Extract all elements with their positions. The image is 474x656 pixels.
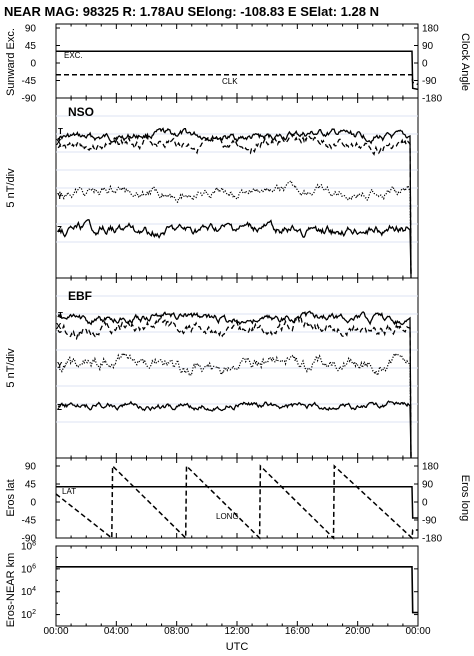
y-tick-label-right: 0: [422, 498, 428, 509]
y-tick-label-right: 180: [422, 462, 439, 473]
long-series-label: LONG: [216, 512, 239, 521]
x-tick-label-1: 04:00: [104, 626, 129, 637]
nso-label-y: Y: [57, 192, 63, 201]
nso-label-x: X: [56, 138, 62, 147]
y-tick-label: 90: [25, 24, 37, 35]
distance-line-0: [56, 566, 418, 614]
x-axis-label: UTC: [226, 641, 249, 653]
y-tick-label-right: 0: [422, 59, 428, 70]
eros-lat-ylabel: Eros lat: [5, 479, 17, 516]
y-tick-label: 0: [30, 498, 36, 509]
lat-series-label: LAT: [62, 487, 76, 496]
ebf-panel-label: EBF: [68, 289, 92, 303]
x-tick-label-3: 12:00: [224, 626, 249, 637]
series-line-3-1: [55, 464, 418, 540]
panel-frame-eros-lat: [55, 457, 419, 539]
mag-trace-2-0: [57, 310, 412, 459]
y-tick-label: -45: [22, 76, 37, 87]
nso-label-z: Z: [57, 225, 62, 234]
y-tick-label: -45: [22, 516, 37, 527]
x-tick-label-4: 16:00: [285, 626, 310, 637]
clk-series-label: CLK: [222, 77, 238, 86]
plot-title: NEAR MAG: 98325 R: 1.78AU SElong: -108.8…: [4, 4, 379, 19]
ebf-label-z: Z: [57, 403, 62, 412]
y-tick-label-right: -90: [422, 76, 437, 87]
x-tick-label-6: 00:00: [405, 626, 430, 637]
y-tick-label-right: -180: [422, 534, 442, 545]
y-tick-label-right: 180: [422, 24, 439, 35]
y-tick-label: 0: [30, 59, 36, 70]
y-tick-label: 90: [25, 462, 37, 473]
exc-ylabel-right: Clock Angle: [459, 33, 471, 91]
series-line-0-0: [56, 50, 419, 91]
mag-trace-1-0: [57, 127, 412, 279]
nso-panel-label: NSO: [68, 105, 94, 119]
ebf-label-y: Y: [57, 361, 63, 370]
mag-trace-1-1: [57, 133, 412, 275]
y-tick-label-right: 90: [422, 480, 434, 491]
mag-trace-1-2: [57, 180, 412, 273]
y-tick-label: 45: [25, 480, 37, 491]
mag-trace-1-3: [57, 219, 412, 275]
y-tick-label: 102: [21, 609, 36, 621]
nso-label-t: T: [58, 127, 63, 136]
ebf-ylabel: 5 nT/div: [5, 348, 17, 388]
panel-frame-exc: [55, 23, 419, 99]
ebf-label-x: X: [56, 322, 62, 331]
exc-series-label: EXC.: [64, 51, 83, 60]
x-tick-label-5: 20:00: [345, 626, 370, 637]
eros-long-ylabel: Eros long: [459, 475, 471, 521]
y-tick-label: 106: [21, 563, 36, 575]
y-tick-label: -90: [22, 534, 37, 545]
x-tick-label-0: 00:00: [43, 626, 68, 637]
y-tick-label: -90: [22, 94, 37, 105]
panel-frame-distance: [55, 545, 419, 627]
x-tick-label-2: 08:00: [164, 626, 189, 637]
y-tick-label: 108: [21, 541, 36, 553]
distance-ylabel: Eros-NEAR km: [5, 553, 17, 628]
y-tick-label-right: -90: [422, 516, 437, 527]
nso-ylabel: 5 nT/div: [5, 168, 17, 208]
series-line-3-0: [56, 486, 418, 519]
mag-trace-2-3: [57, 400, 412, 457]
y-tick-label-right: -180: [422, 94, 442, 105]
y-tick-label: 104: [21, 586, 36, 598]
exc-ylabel: Sunward Exc.: [5, 28, 17, 96]
y-tick-label: 45: [25, 41, 37, 52]
series-line-0-1: [56, 73, 419, 86]
mag-trace-2-1: [57, 315, 412, 459]
ebf-label-t: T: [58, 311, 63, 320]
y-tick-label-right: 90: [422, 41, 434, 52]
chart-layer: 00:00 04:00 08:00 12:00 16:00 20:00 00:00 90 45 0…: [21, 24, 442, 638]
